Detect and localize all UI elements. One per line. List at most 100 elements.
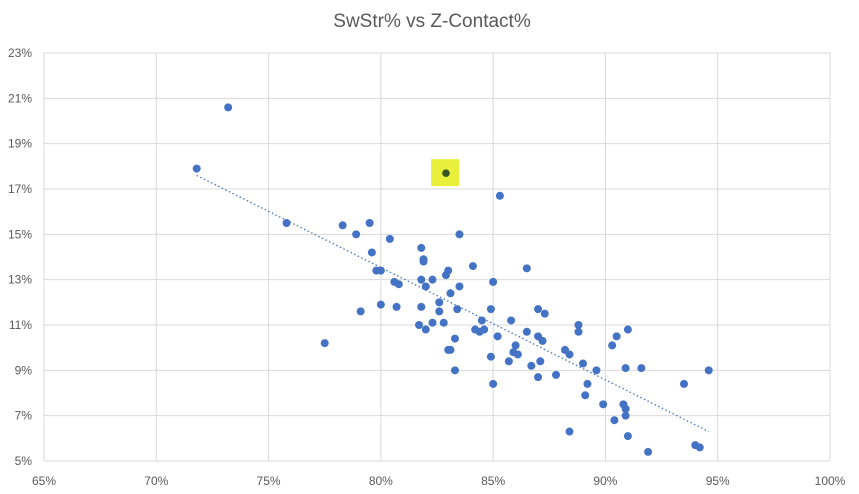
data-point [435, 298, 444, 307]
data-point [644, 447, 653, 456]
data-point [540, 309, 549, 318]
data-point [486, 352, 495, 361]
data-point [552, 370, 561, 379]
data-point [376, 266, 385, 275]
data-point [610, 416, 619, 425]
data-point [536, 357, 545, 366]
data-point [192, 164, 201, 173]
data-point [599, 400, 608, 409]
y-tick-label: 23% [8, 46, 32, 60]
data-point [538, 336, 547, 345]
data-point [385, 234, 394, 243]
x-tick-label: 70% [144, 474, 168, 488]
data-point [338, 221, 347, 230]
data-point [680, 379, 689, 388]
data-point [621, 411, 630, 420]
data-point [504, 357, 513, 366]
data-point [695, 443, 704, 452]
x-tick-label: 95% [706, 474, 730, 488]
data-point [446, 345, 455, 354]
x-tick-label: 85% [481, 474, 505, 488]
data-point [352, 230, 361, 239]
data-point [480, 325, 489, 334]
data-point [282, 219, 291, 227]
data-point [608, 341, 617, 350]
data-point [444, 266, 453, 275]
trendline [196, 174, 710, 433]
x-tick-label: 80% [369, 474, 393, 488]
x-tick-label: 100% [815, 474, 846, 488]
data-point [621, 364, 630, 373]
data-point [224, 103, 233, 112]
data-point [592, 366, 601, 375]
data-point [612, 332, 621, 341]
data-point [522, 327, 531, 336]
data-point [477, 316, 486, 325]
data-point [394, 280, 403, 289]
data-point [534, 373, 543, 382]
axis-labels: 5% 7% 9% 11% 13% 15% 17% 19% 21% 23% 65% 70% 75% 80% 8… [8, 46, 846, 488]
points-layer [192, 103, 713, 456]
highlight-layer [430, 159, 459, 187]
data-point [511, 341, 520, 350]
data-point [419, 257, 428, 266]
data-point [455, 282, 464, 291]
data-point [455, 230, 464, 239]
x-tick-label: 65% [32, 474, 56, 488]
data-point [453, 305, 462, 314]
data-point [417, 302, 426, 311]
data-point [365, 219, 374, 227]
data-point [507, 316, 516, 325]
data-point [489, 379, 498, 388]
data-point [623, 325, 632, 334]
x-tick-label: 90% [593, 474, 617, 488]
data-point [565, 427, 574, 436]
data-point [428, 318, 437, 327]
data-point [450, 334, 459, 343]
y-tick-label: 15% [8, 227, 32, 241]
data-point [574, 321, 583, 329]
data-point [417, 275, 426, 284]
data-point [495, 191, 504, 200]
data-point [574, 327, 583, 336]
x-tick-label: 75% [257, 474, 281, 488]
data-point [468, 262, 477, 271]
data-point [376, 300, 385, 309]
data-point [581, 391, 590, 400]
highlighted-data-point [442, 169, 450, 177]
data-point [522, 264, 531, 273]
data-point [704, 366, 713, 375]
grid-layer [43, 52, 831, 462]
data-point [578, 359, 587, 368]
data-point [421, 282, 430, 291]
y-tick-label: 13% [8, 273, 32, 287]
data-point [513, 350, 522, 359]
data-point [534, 305, 543, 314]
y-tick-label: 17% [8, 182, 32, 196]
data-point [421, 325, 430, 334]
data-point [486, 305, 495, 314]
data-point [356, 307, 365, 316]
chart-title: SwStr% vs Z-Contact% [333, 11, 531, 32]
data-point [621, 404, 630, 413]
data-point [367, 248, 376, 257]
data-point [415, 321, 424, 329]
data-point [637, 364, 646, 373]
y-tick-label: 19% [8, 137, 32, 151]
data-point [446, 289, 455, 298]
data-point [439, 318, 448, 327]
y-tick-label: 7% [15, 409, 33, 423]
y-tick-label: 21% [8, 91, 32, 105]
data-point [450, 366, 459, 375]
y-tick-label: 5% [15, 454, 33, 468]
data-point [435, 307, 444, 316]
data-point [565, 350, 574, 359]
data-point [583, 379, 592, 388]
data-point [527, 361, 536, 370]
trendline-layer [196, 174, 710, 433]
y-tick-label: 11% [9, 318, 32, 332]
data-point [392, 302, 401, 311]
data-point [493, 332, 502, 341]
data-point [417, 243, 426, 252]
